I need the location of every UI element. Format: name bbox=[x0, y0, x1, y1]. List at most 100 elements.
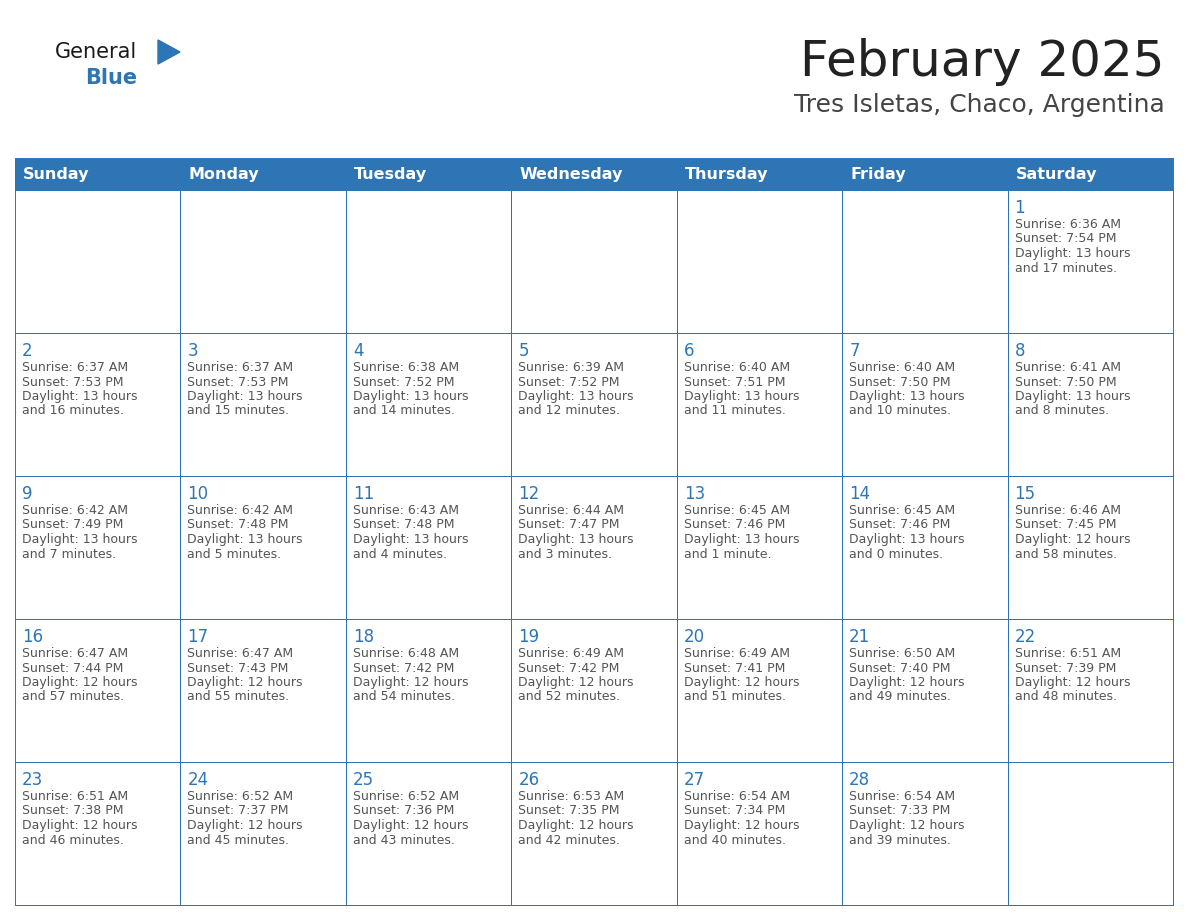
Text: Daylight: 13 hours: Daylight: 13 hours bbox=[188, 390, 303, 403]
Text: Sunrise: 6:51 AM: Sunrise: 6:51 AM bbox=[1015, 647, 1120, 660]
Bar bbox=[346, 190, 511, 333]
Text: Monday: Monday bbox=[189, 166, 259, 182]
Bar bbox=[677, 619, 842, 762]
Text: Sunset: 7:38 PM: Sunset: 7:38 PM bbox=[23, 804, 124, 818]
Text: Sunrise: 6:40 AM: Sunrise: 6:40 AM bbox=[684, 361, 790, 374]
Text: and 40 minutes.: and 40 minutes. bbox=[684, 834, 785, 846]
Text: Daylight: 12 hours: Daylight: 12 hours bbox=[23, 676, 138, 689]
Text: Daylight: 13 hours: Daylight: 13 hours bbox=[1015, 390, 1130, 403]
Text: Sunrise: 6:41 AM: Sunrise: 6:41 AM bbox=[1015, 361, 1120, 374]
Text: Sunrise: 6:40 AM: Sunrise: 6:40 AM bbox=[849, 361, 955, 374]
Text: Sunset: 7:45 PM: Sunset: 7:45 PM bbox=[1015, 519, 1116, 532]
Text: and 43 minutes.: and 43 minutes. bbox=[353, 834, 455, 846]
Text: Wednesday: Wednesday bbox=[519, 166, 623, 182]
Text: 15: 15 bbox=[1015, 485, 1036, 503]
Bar bbox=[677, 762, 842, 905]
Bar bbox=[677, 333, 842, 476]
Text: and 57 minutes.: and 57 minutes. bbox=[23, 690, 124, 703]
Text: 3: 3 bbox=[188, 342, 198, 360]
Text: and 42 minutes.: and 42 minutes. bbox=[518, 834, 620, 846]
Text: Sunrise: 6:52 AM: Sunrise: 6:52 AM bbox=[353, 790, 459, 803]
Bar bbox=[842, 762, 1007, 905]
Text: 27: 27 bbox=[684, 771, 704, 789]
Text: and 16 minutes.: and 16 minutes. bbox=[23, 405, 124, 418]
Text: Daylight: 12 hours: Daylight: 12 hours bbox=[188, 676, 303, 689]
Polygon shape bbox=[158, 40, 181, 64]
Text: Sunrise: 6:45 AM: Sunrise: 6:45 AM bbox=[684, 504, 790, 517]
Bar bbox=[15, 333, 181, 476]
Bar bbox=[346, 333, 511, 476]
Text: Sunrise: 6:39 AM: Sunrise: 6:39 AM bbox=[518, 361, 624, 374]
Text: 5: 5 bbox=[518, 342, 529, 360]
Bar bbox=[842, 158, 1007, 190]
Text: 4: 4 bbox=[353, 342, 364, 360]
Text: Sunset: 7:47 PM: Sunset: 7:47 PM bbox=[518, 519, 620, 532]
Text: Sunset: 7:54 PM: Sunset: 7:54 PM bbox=[1015, 232, 1116, 245]
Text: and 10 minutes.: and 10 minutes. bbox=[849, 405, 952, 418]
Text: Daylight: 12 hours: Daylight: 12 hours bbox=[849, 819, 965, 832]
Text: Sunset: 7:42 PM: Sunset: 7:42 PM bbox=[518, 662, 620, 675]
Text: Daylight: 13 hours: Daylight: 13 hours bbox=[23, 533, 138, 546]
Text: Sunrise: 6:52 AM: Sunrise: 6:52 AM bbox=[188, 790, 293, 803]
Text: and 4 minutes.: and 4 minutes. bbox=[353, 547, 447, 561]
Text: Sunrise: 6:54 AM: Sunrise: 6:54 AM bbox=[684, 790, 790, 803]
Bar bbox=[1007, 476, 1173, 619]
Bar bbox=[1007, 762, 1173, 905]
Text: Sunrise: 6:44 AM: Sunrise: 6:44 AM bbox=[518, 504, 624, 517]
Text: Sunset: 7:46 PM: Sunset: 7:46 PM bbox=[849, 519, 950, 532]
Text: Sunrise: 6:42 AM: Sunrise: 6:42 AM bbox=[23, 504, 128, 517]
Bar bbox=[511, 190, 677, 333]
Text: Daylight: 13 hours: Daylight: 13 hours bbox=[1015, 247, 1130, 260]
Text: and 51 minutes.: and 51 minutes. bbox=[684, 690, 785, 703]
Text: and 17 minutes.: and 17 minutes. bbox=[1015, 262, 1117, 274]
Text: and 48 minutes.: and 48 minutes. bbox=[1015, 690, 1117, 703]
Text: Sunrise: 6:42 AM: Sunrise: 6:42 AM bbox=[188, 504, 293, 517]
Text: 1: 1 bbox=[1015, 199, 1025, 217]
Text: 24: 24 bbox=[188, 771, 209, 789]
Text: Saturday: Saturday bbox=[1016, 166, 1097, 182]
Bar bbox=[346, 476, 511, 619]
Bar bbox=[346, 158, 511, 190]
Bar bbox=[15, 476, 181, 619]
Bar bbox=[677, 476, 842, 619]
Text: February 2025: February 2025 bbox=[801, 38, 1165, 86]
Bar bbox=[15, 158, 181, 190]
Text: Sunset: 7:34 PM: Sunset: 7:34 PM bbox=[684, 804, 785, 818]
Text: Daylight: 13 hours: Daylight: 13 hours bbox=[518, 390, 633, 403]
Bar bbox=[181, 619, 346, 762]
Text: Tuesday: Tuesday bbox=[354, 166, 426, 182]
Text: Daylight: 12 hours: Daylight: 12 hours bbox=[1015, 676, 1130, 689]
Text: Sunset: 7:53 PM: Sunset: 7:53 PM bbox=[188, 375, 289, 388]
Text: Daylight: 12 hours: Daylight: 12 hours bbox=[1015, 533, 1130, 546]
Text: Sunset: 7:48 PM: Sunset: 7:48 PM bbox=[353, 519, 454, 532]
Text: and 5 minutes.: and 5 minutes. bbox=[188, 547, 282, 561]
Text: Blue: Blue bbox=[86, 68, 137, 88]
Text: 13: 13 bbox=[684, 485, 704, 503]
Text: and 52 minutes.: and 52 minutes. bbox=[518, 690, 620, 703]
Text: 9: 9 bbox=[23, 485, 32, 503]
Bar bbox=[511, 333, 677, 476]
Text: and 12 minutes.: and 12 minutes. bbox=[518, 405, 620, 418]
Text: Daylight: 12 hours: Daylight: 12 hours bbox=[849, 676, 965, 689]
Text: Sunset: 7:41 PM: Sunset: 7:41 PM bbox=[684, 662, 785, 675]
Text: Daylight: 12 hours: Daylight: 12 hours bbox=[684, 676, 800, 689]
Text: Sunset: 7:44 PM: Sunset: 7:44 PM bbox=[23, 662, 124, 675]
Text: Tres Isletas, Chaco, Argentina: Tres Isletas, Chaco, Argentina bbox=[795, 93, 1165, 117]
Text: Daylight: 12 hours: Daylight: 12 hours bbox=[518, 676, 633, 689]
Text: Sunset: 7:52 PM: Sunset: 7:52 PM bbox=[353, 375, 454, 388]
Bar bbox=[842, 476, 1007, 619]
Text: Sunrise: 6:43 AM: Sunrise: 6:43 AM bbox=[353, 504, 459, 517]
Bar bbox=[1007, 619, 1173, 762]
Text: Sunrise: 6:46 AM: Sunrise: 6:46 AM bbox=[1015, 504, 1120, 517]
Text: Sunrise: 6:45 AM: Sunrise: 6:45 AM bbox=[849, 504, 955, 517]
Bar bbox=[346, 619, 511, 762]
Bar bbox=[511, 476, 677, 619]
Text: Daylight: 13 hours: Daylight: 13 hours bbox=[188, 533, 303, 546]
Text: 20: 20 bbox=[684, 628, 704, 646]
Text: Sunrise: 6:48 AM: Sunrise: 6:48 AM bbox=[353, 647, 459, 660]
Text: Daylight: 13 hours: Daylight: 13 hours bbox=[353, 533, 468, 546]
Text: Sunrise: 6:47 AM: Sunrise: 6:47 AM bbox=[188, 647, 293, 660]
Text: and 7 minutes.: and 7 minutes. bbox=[23, 547, 116, 561]
Text: and 58 minutes.: and 58 minutes. bbox=[1015, 547, 1117, 561]
Text: Sunday: Sunday bbox=[23, 166, 89, 182]
